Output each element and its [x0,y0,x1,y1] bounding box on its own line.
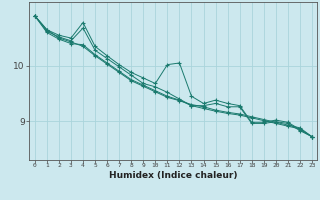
X-axis label: Humidex (Indice chaleur): Humidex (Indice chaleur) [108,171,237,180]
